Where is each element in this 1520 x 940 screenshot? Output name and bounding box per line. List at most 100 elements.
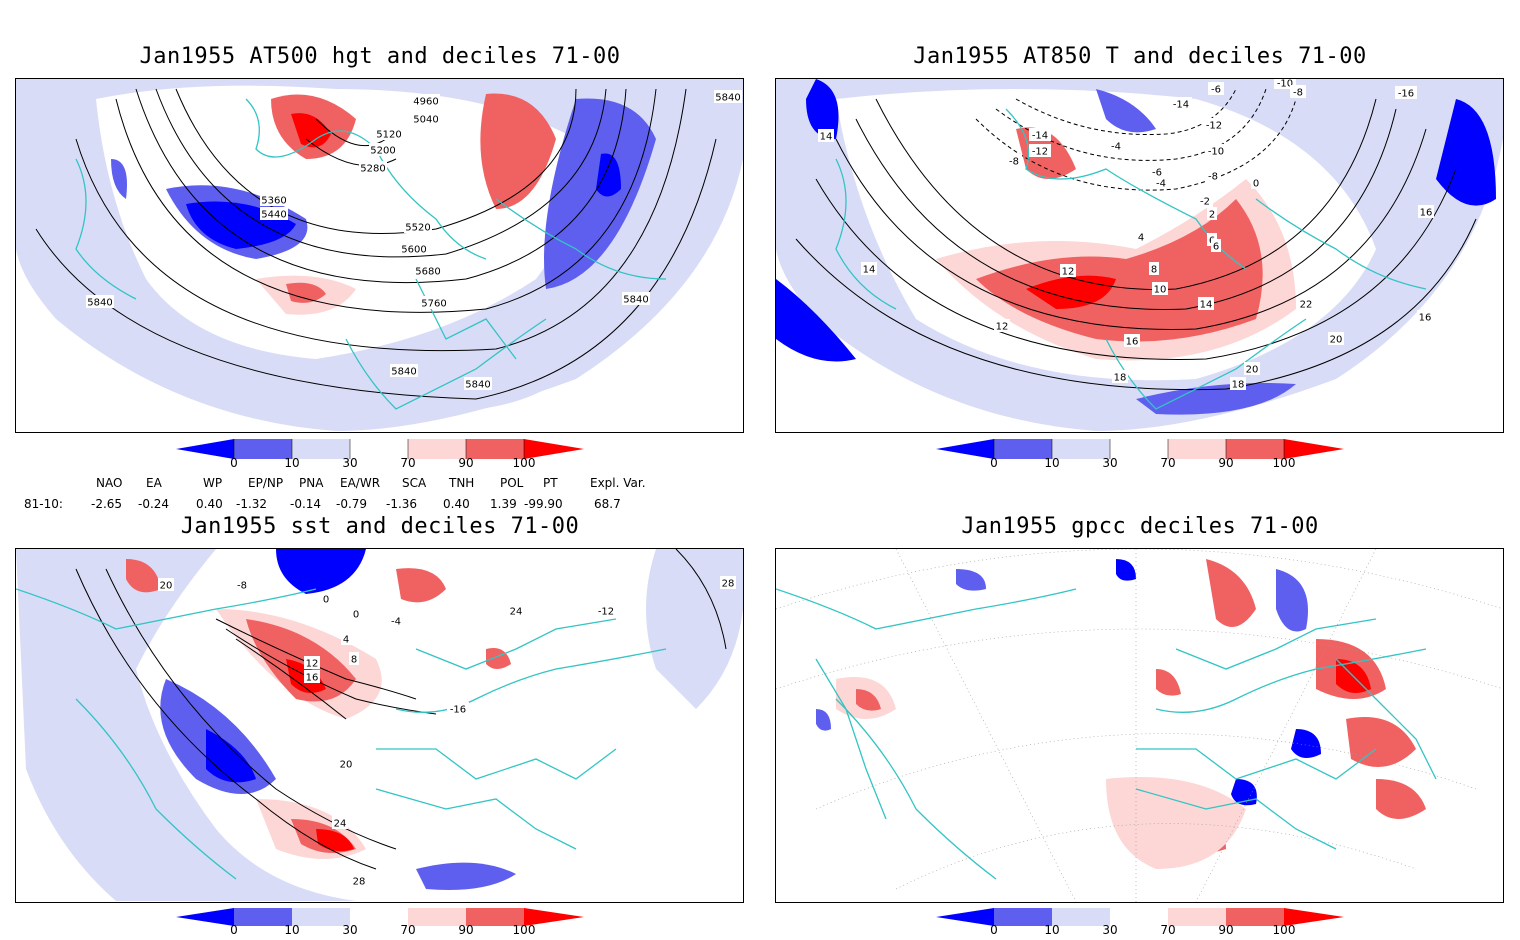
contour-label-bg xyxy=(338,757,354,770)
colorbar-tick: 10 xyxy=(284,456,300,470)
deciles-layer-red-arctic xyxy=(480,93,556,209)
map-panel-hgt500: 4960 5040 5120 5200 5280 5360 5440 5520 5600 5680… xyxy=(15,78,744,433)
t850-deciles-blue-south xyxy=(1136,383,1296,415)
deciles-layer-deep-red-north xyxy=(291,113,331,148)
contour-label-bg xyxy=(414,264,442,277)
t850-deciles-deep-blue-west xyxy=(776,279,856,362)
contour-label: 5840 xyxy=(465,380,490,391)
colorbar-tick: 30 xyxy=(342,456,358,470)
contour-labels: 20 0 0 48 12 16 20 24 28 -4 -16 28 24 -12 -8 xyxy=(158,576,736,888)
contour-label-bg xyxy=(304,656,320,669)
colorbar-tick: 0 xyxy=(990,923,998,937)
panel-title-gpcc: Jan1955 gpcc deciles 71-00 xyxy=(961,514,1319,539)
colorbar-hgt500: 0 10 30 70 90 100 xyxy=(176,439,584,479)
sst-deciles-light-blue-west xyxy=(16,549,356,901)
contour-label-bg xyxy=(1124,334,1140,347)
indices-header-ea: EA xyxy=(146,476,162,490)
contour-label-bg xyxy=(508,604,524,617)
contour-label: 0 xyxy=(353,610,359,621)
contour-label: 16 xyxy=(306,673,319,684)
colorbar-tick: 10 xyxy=(1044,923,1060,937)
indices-header-nao: NAO xyxy=(96,476,123,490)
contour-label: 28 xyxy=(722,579,735,590)
contour-label-bg xyxy=(412,112,440,125)
contour-label-bg xyxy=(1251,176,1261,189)
colorbar-tick: 90 xyxy=(458,456,474,470)
hgt-contours xyxy=(35,88,717,400)
contour-label-bg xyxy=(359,161,387,174)
contour-label: -4 xyxy=(1156,179,1166,190)
contour-label-bg xyxy=(1298,297,1314,310)
contour-label: 18 xyxy=(1232,380,1245,391)
sst-deciles-deep-red-south xyxy=(316,829,354,852)
contour-label-bg xyxy=(1152,282,1168,295)
contour-label: 16 xyxy=(1420,208,1433,219)
map-gpcc xyxy=(776,549,1503,902)
contour-label-bg xyxy=(1418,205,1434,218)
contour-label: 5760 xyxy=(421,299,446,310)
sst-coastlines xyxy=(16,588,667,880)
colorbar-tick: 0 xyxy=(230,923,238,937)
contour-label: 0 xyxy=(1253,179,1259,190)
t850-deciles-deep-red xyxy=(1026,275,1116,309)
contour-label: 5840 xyxy=(391,367,416,378)
contour-label-bg xyxy=(369,143,397,156)
contour-label-bg xyxy=(720,576,736,589)
contour-label-bg xyxy=(1029,128,1051,141)
contour-label-bg xyxy=(1006,154,1022,167)
colorbar-tick: 100 xyxy=(512,456,536,470)
deciles-layer-deep-blue-east xyxy=(596,153,621,197)
contour-label-bg xyxy=(375,127,403,140)
contour-label: -8 xyxy=(1293,88,1303,99)
t850-contours xyxy=(795,88,1477,391)
colorbar-tick: 70 xyxy=(400,456,416,470)
contour-label: 12 xyxy=(1062,267,1075,278)
panel-title-hgt500: Jan1955 AT500 hgt and deciles 71-00 xyxy=(139,44,621,69)
map-panel-gpcc xyxy=(775,548,1504,903)
contour-label: 5440 xyxy=(261,210,286,221)
contour-label: 28 xyxy=(353,877,366,888)
sst-deciles-red-black-sea xyxy=(486,648,511,669)
contour-label: 8 xyxy=(351,655,357,666)
indices-header-epnp: EP/NP xyxy=(248,476,284,490)
t850-coastlines xyxy=(835,108,1427,410)
indices-value-sca: -1.36 xyxy=(386,497,418,511)
contour-label: -8 xyxy=(1009,157,1019,168)
indices-header-sca: SCA xyxy=(402,476,427,490)
contour-label-bg xyxy=(1136,230,1146,243)
contour-label: 4960 xyxy=(413,97,438,108)
contour-label: 5600 xyxy=(401,245,426,256)
indices-value-eawr: -0.79 xyxy=(336,497,368,511)
map-panel-sst: 20 0 0 4 8 12 16 20 24 28 -4 -16 28 24 -12 -8 xyxy=(15,548,744,903)
indices-value-pol: 1.39 xyxy=(490,497,517,511)
colorbar-tick: 10 xyxy=(1044,456,1060,470)
contour-label: 24 xyxy=(334,819,347,830)
contour-label: 20 xyxy=(1246,365,1259,376)
contour-label-bg xyxy=(1197,194,1213,207)
contour-label: 5840 xyxy=(87,298,112,309)
colorbar-swatches xyxy=(176,439,584,459)
indices-value-tnh: 0.40 xyxy=(443,497,470,511)
indices-row-label: 81-10: xyxy=(24,497,63,511)
deciles-layer-blue-east xyxy=(544,98,656,289)
contour-label-bg xyxy=(1203,118,1225,131)
contour-label-bg xyxy=(595,604,617,617)
indices-value-epnp: -1.32 xyxy=(236,497,268,511)
deciles-layer-blue-west xyxy=(111,159,127,199)
contour-label-bg xyxy=(1290,85,1306,98)
indices-value-nao: -2.65 xyxy=(91,497,123,511)
map-panel-t850: -10-8-14-12-10-8-6-4-2024681012141618202… xyxy=(775,78,1504,433)
colorbar-tick: 30 xyxy=(342,923,358,937)
contour-label: -14 xyxy=(1032,131,1048,142)
contour-label-bg xyxy=(1328,332,1344,345)
contour-label: -2 xyxy=(1200,197,1210,208)
contour-label: 16 xyxy=(1126,337,1139,348)
contour-label: -16 xyxy=(1398,89,1414,100)
colorbar-tick: 90 xyxy=(1218,923,1234,937)
indices-value-pna: -0.14 xyxy=(290,497,322,511)
indices-header-eawr: EA/WR xyxy=(340,476,381,490)
contour-label-bg xyxy=(412,94,440,107)
contour-label: 22 xyxy=(1300,300,1313,311)
contour-label-bg xyxy=(349,652,359,665)
colorbar-tick: 100 xyxy=(512,923,536,937)
